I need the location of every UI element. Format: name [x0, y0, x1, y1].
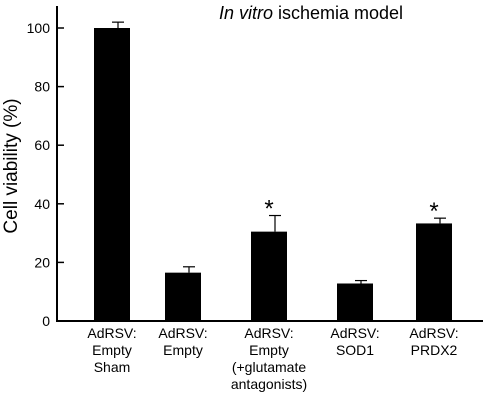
- y-ticks: 0 20 40 60 80 100: [27, 20, 64, 329]
- bar: [337, 283, 373, 321]
- y-tick-label: 60: [34, 137, 50, 153]
- significance-marker: *: [429, 198, 438, 225]
- x-category-label: PRDX2: [411, 342, 458, 358]
- x-category-labels: AdRSV:EmptyShamAdRSV:EmptyAdRSV:Empty(+g…: [87, 325, 458, 392]
- significance-marker: *: [264, 196, 273, 223]
- x-category-label: SOD1: [336, 342, 374, 358]
- x-category-label: Empty: [249, 342, 289, 358]
- x-category-label: AdRSV:: [158, 325, 207, 341]
- chart-title-italic: In vitro: [219, 3, 273, 23]
- x-category-label: AdRSV:: [330, 325, 379, 341]
- y-tick-label: 40: [34, 196, 50, 212]
- bars: * *: [94, 21, 452, 321]
- chart-title-rest: ischemia model: [273, 3, 403, 23]
- bar: [94, 28, 130, 321]
- x-category-label: AdRSV:: [244, 325, 293, 341]
- x-category-label: AdRSV:: [87, 325, 136, 341]
- bar: [416, 223, 452, 321]
- x-category-label: antagonists): [231, 376, 307, 392]
- x-category-label: Empty: [163, 342, 203, 358]
- y-tick-label: 20: [34, 254, 50, 270]
- x-category-label: Sham: [94, 359, 131, 375]
- y-tick-label: 80: [34, 79, 50, 95]
- y-tick-label: 0: [42, 313, 50, 329]
- x-category-label: Empty: [92, 342, 132, 358]
- chart-title: In vitro ischemia model: [219, 3, 403, 23]
- bar: [165, 272, 201, 321]
- y-tick-label: 100: [27, 20, 51, 36]
- bar: [251, 231, 287, 321]
- x-category-label: AdRSV:: [409, 325, 458, 341]
- x-category-label: (+glutamate: [232, 359, 307, 375]
- y-axis-label: Cell viability (%): [1, 98, 22, 233]
